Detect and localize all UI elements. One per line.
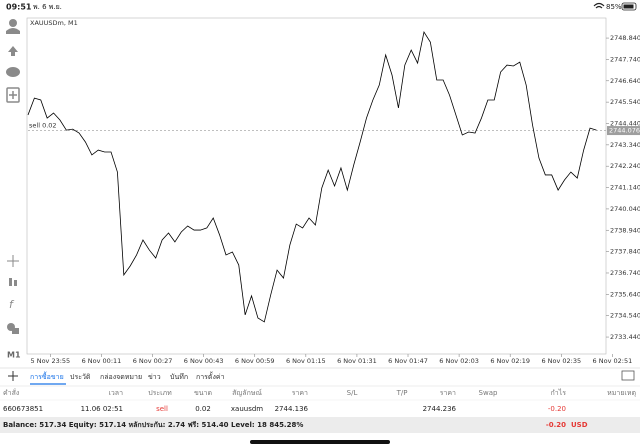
header-cell: หมายเหตุ <box>607 389 636 397</box>
header-cell: กำไร <box>551 388 567 397</box>
y-tick-label: 2736.740 <box>610 269 640 277</box>
status-time: 09:51 <box>6 3 32 12</box>
x-tick-label: 6 Nov 01:31 <box>337 357 377 365</box>
candle-icon[interactable] <box>9 278 12 286</box>
cell: 0.02 <box>195 405 211 413</box>
y-tick-label: 2743.340 <box>610 141 640 149</box>
chart-title: XAUUSDm, M1 <box>30 19 78 27</box>
header-cell: ราคา <box>292 389 308 397</box>
wifi-icon <box>593 2 605 9</box>
account-summary: Balance: 517.34 Equity: 517.14 หลักประกั… <box>3 421 303 429</box>
y-tick-label: 2740.040 <box>610 205 640 213</box>
indicator-icon[interactable]: f <box>9 298 15 311</box>
total-profit: -0.20 <box>546 421 566 429</box>
crosshair-icon[interactable] <box>7 255 19 267</box>
y-tick-label: 2747.740 <box>610 55 640 63</box>
cell: sell <box>156 405 168 413</box>
cell: xauusdm <box>231 405 263 413</box>
x-tick-label: 6 Nov 02:35 <box>541 357 581 365</box>
y-tick-label: 2744.440 <box>610 119 640 127</box>
tab[interactable]: การซื้อขาย <box>30 370 64 381</box>
price-tag <box>607 126 640 136</box>
tab[interactable]: บันทึก <box>170 372 188 381</box>
table-row[interactable]: 660673851 11.06 02:51 sell 0.02 xauusdm … <box>3 405 566 413</box>
y-tick-label: 2742.240 <box>610 162 640 170</box>
y-tick-label: 2741.140 <box>610 184 640 192</box>
y-tick-label: 2737.840 <box>610 248 640 256</box>
price-tag-label: 2744.076 <box>609 127 640 135</box>
status-date: พ. 6 พ.ย. <box>33 3 62 11</box>
y-tick-label: 2733.440 <box>610 333 640 341</box>
x-tick-label: 6 Nov 00:59 <box>235 357 275 365</box>
tab[interactable]: ข่าว <box>148 373 161 381</box>
new-order-plus <box>9 91 17 99</box>
tab[interactable]: การตั้งค่า <box>196 370 225 381</box>
new-order-icon[interactable] <box>6 87 20 103</box>
account-icon-body[interactable] <box>6 28 20 34</box>
objects-icon-2[interactable] <box>12 328 19 334</box>
x-tick-label: 6 Nov 00:11 <box>82 357 122 365</box>
x-tick-label: 6 Nov 01:47 <box>388 357 428 365</box>
candle-icon-2[interactable] <box>14 280 17 286</box>
header-cell: คำสั่ง <box>3 388 19 397</box>
header-cell: ประเภท <box>148 389 172 397</box>
currency: USD <box>571 421 588 429</box>
tab[interactable]: กล่องจดหมาย <box>100 373 142 381</box>
x-tick-label: 6 Nov 02:19 <box>490 357 530 365</box>
account-icon[interactable] <box>9 19 17 27</box>
y-tick-label: 2745.540 <box>610 98 640 106</box>
header-cell: Swap <box>479 389 498 397</box>
x-tick-label: 6 Nov 02:03 <box>439 357 479 365</box>
cell: 11.06 02:51 <box>81 405 123 413</box>
left-toolbar: f <box>6 19 20 334</box>
x-tick-label: 6 Nov 00:27 <box>133 357 173 365</box>
battery-icon <box>621 2 637 11</box>
header-cell: ราคา <box>440 389 456 397</box>
y-tick-label: 2748.840 <box>610 34 640 42</box>
chat-icon[interactable] <box>6 67 20 77</box>
y-tick-label: 2734.540 <box>610 312 640 320</box>
layout-button[interactable] <box>621 370 635 381</box>
status-battery: 85% <box>606 3 622 11</box>
header-cell: S/L <box>347 389 358 397</box>
x-tick-label: 6 Nov 01:15 <box>286 357 326 365</box>
header-cell: T/P <box>396 389 408 397</box>
cell: 660673851 <box>3 405 43 413</box>
tab[interactable]: ประวัติ <box>70 373 91 381</box>
footer-bar <box>0 417 640 433</box>
x-tick-label: 6 Nov 02:51 <box>593 357 633 365</box>
header-cell: สัญลักษณ์ <box>232 389 262 397</box>
chart-frame <box>26 17 607 355</box>
x-tick-label: 5 Nov 23:55 <box>31 357 71 365</box>
add-button[interactable] <box>8 371 18 381</box>
cell: -0.20 <box>548 405 566 413</box>
header-cell: เวลา <box>108 389 123 397</box>
battery-level <box>623 4 634 9</box>
cell: 2744.236 <box>423 405 457 413</box>
y-tick-label: 2746.640 <box>610 77 640 85</box>
cell: 2744.136 <box>275 405 309 413</box>
trade-icon[interactable] <box>8 46 18 56</box>
price-line <box>27 30 597 323</box>
y-tick-label: 2738.940 <box>610 226 640 234</box>
timeframe-button[interactable]: M1 <box>7 351 21 360</box>
order-line-label: sell 0.02 <box>29 122 57 130</box>
x-tick-label: 6 Nov 00:43 <box>184 357 224 365</box>
header-cell: ขนาด <box>194 389 212 397</box>
y-tick-label: 2735.640 <box>610 290 640 298</box>
home-indicator <box>250 440 390 444</box>
